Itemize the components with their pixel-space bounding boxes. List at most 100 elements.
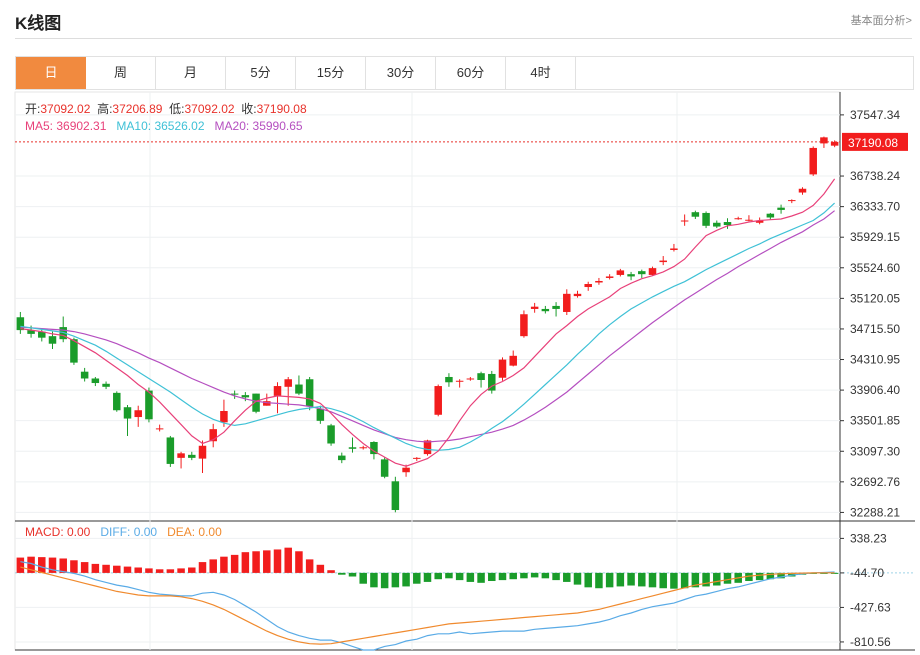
- macd-bar: [648, 572, 657, 588]
- candle-body: [91, 378, 100, 384]
- candle-body: [477, 373, 485, 381]
- ma5-line: [20, 178, 836, 467]
- macd-bar: [670, 572, 678, 589]
- dea-line: [20, 566, 835, 645]
- macd-bar: [316, 564, 325, 573]
- candle-body: [605, 276, 614, 278]
- macd-bar: [755, 572, 764, 581]
- header-divider: [15, 38, 912, 39]
- candle-body: [627, 274, 635, 277]
- macd-bar: [638, 572, 646, 587]
- candle-body: [541, 308, 550, 312]
- candle-body: [284, 379, 292, 387]
- candle-body: [584, 284, 592, 288]
- candle-body: [745, 219, 753, 221]
- tab-4hour[interactable]: 4时: [506, 57, 576, 89]
- candle-body: [134, 410, 142, 418]
- candle-body: [755, 220, 764, 223]
- candle-body: [113, 392, 121, 411]
- candle-body: [295, 384, 303, 394]
- macd-bar: [48, 557, 57, 573]
- low-value: 37092.02: [184, 102, 235, 116]
- macd-bar: [830, 572, 839, 574]
- macd-tick-label: 338.23: [850, 531, 887, 545]
- open-value: 37092.02: [40, 102, 91, 116]
- candle-body: [380, 459, 389, 477]
- candle-body: [155, 428, 164, 430]
- macd-bar: [680, 572, 689, 589]
- candle-body: [670, 248, 678, 250]
- macd-bar: [284, 547, 292, 573]
- open-label: 开:: [25, 102, 41, 116]
- candle-body: [466, 378, 475, 380]
- macd-bar: [241, 552, 250, 573]
- diff-value: DIFF: 0.00: [100, 525, 158, 539]
- macd-bar: [273, 549, 282, 573]
- macd-bar: [188, 567, 196, 573]
- candle-body: [766, 213, 775, 218]
- candle-body: [241, 395, 250, 398]
- candle-body: [338, 455, 346, 461]
- candle-body: [263, 401, 271, 406]
- tab-week[interactable]: 周: [86, 57, 156, 89]
- macd-bar: [155, 569, 164, 573]
- price-tick-label: 32288.21: [850, 505, 900, 519]
- tab-month[interactable]: 月: [156, 57, 226, 89]
- macd-bar: [145, 568, 153, 573]
- candle-body: [38, 331, 46, 338]
- candle-body: [102, 383, 110, 387]
- tab-5min[interactable]: 5分: [226, 57, 296, 89]
- candle-body: [423, 440, 432, 455]
- macd-bar: [359, 572, 367, 584]
- macd-bar: [113, 565, 121, 573]
- last-price-label: 37190.08: [848, 136, 898, 150]
- candle-body: [788, 200, 796, 202]
- macd-bar: [445, 572, 453, 579]
- candle-body: [209, 429, 217, 442]
- fundamental-analysis-link[interactable]: 基本面分析>: [850, 15, 912, 27]
- candle-body: [145, 390, 153, 420]
- price-tick-label: 36333.70: [850, 200, 900, 214]
- candle-body: [509, 355, 517, 366]
- candle-body: [16, 317, 25, 331]
- candle-body: [434, 386, 442, 415]
- macd-bar: [563, 572, 571, 582]
- candle-body: [777, 207, 785, 210]
- candle-body: [734, 218, 742, 220]
- price-tick-label: 35929.15: [850, 230, 900, 244]
- tab-day[interactable]: 日: [16, 57, 86, 89]
- macd-bar: [295, 551, 303, 573]
- last-price-badge: [842, 132, 908, 151]
- candle-body: [348, 447, 357, 449]
- macd-bar: [305, 559, 314, 573]
- dea-value: DEA: 0.00: [167, 525, 222, 539]
- candle-body: [659, 260, 667, 263]
- ma5-value: MA5: 36902.31: [25, 119, 107, 133]
- candle-body: [648, 268, 657, 275]
- macd-bar: [659, 572, 667, 589]
- candle-body: [305, 379, 314, 407]
- macd-bar: [766, 572, 775, 580]
- macd-bar: [80, 562, 89, 573]
- tab-30min[interactable]: 30分: [366, 57, 436, 89]
- macd-bar: [498, 572, 507, 581]
- candle-body: [413, 457, 421, 459]
- macd-bar: [691, 572, 700, 588]
- macd-bar: [466, 572, 475, 582]
- price-tick-label: 34715.50: [850, 322, 900, 336]
- price-tick-label: 35120.05: [850, 291, 900, 305]
- macd-bar: [59, 558, 67, 573]
- candle-body: [713, 222, 721, 227]
- macd-bar: [584, 572, 592, 588]
- tab-60min[interactable]: 60分: [436, 57, 506, 89]
- price-tick-label: 33906.40: [850, 383, 900, 397]
- macd-panel: [15, 547, 915, 651]
- macd-bar: [477, 572, 485, 583]
- price-axis: 37547.34 36738.24 36333.70 35929.15 35524.60…: [15, 108, 908, 649]
- high-label: 高:: [97, 102, 113, 116]
- tab-15min[interactable]: 15分: [296, 57, 366, 89]
- macd-bar: [38, 557, 46, 573]
- candle-body: [530, 306, 539, 309]
- candle-body: [520, 314, 528, 337]
